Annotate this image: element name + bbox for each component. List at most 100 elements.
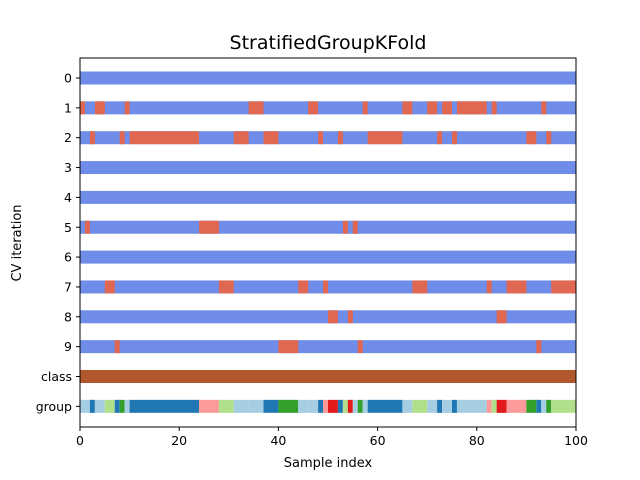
cv-row-1-test-segment-6 — [402, 101, 413, 115]
group-segment-16 — [318, 399, 324, 413]
group-segment-22 — [352, 399, 358, 413]
cv-row-1-test-segment-9 — [456, 101, 487, 115]
cv-row-2-test-segment-4 — [263, 131, 279, 145]
group-segment-28 — [427, 399, 438, 413]
group-segment-23 — [357, 399, 363, 413]
y-tick-label-10: class — [41, 369, 72, 384]
group-segment-26 — [402, 399, 413, 413]
cv-row-8-test-segment-2 — [496, 310, 507, 324]
cv-row-0-train-bar — [80, 71, 576, 85]
chart-title: StratifiedGroupKFold — [230, 32, 427, 54]
group-segment-24 — [362, 399, 368, 413]
cv-row-1-train-bar — [80, 101, 576, 115]
cv-row-2-test-segment-7 — [367, 131, 403, 145]
cv-row-1-test-segment-0 — [80, 101, 85, 115]
group-segment-39 — [541, 399, 547, 413]
cv-row-5-test-segment-3 — [352, 220, 358, 234]
group-segment-19 — [337, 399, 343, 413]
group-segment-4 — [114, 399, 120, 413]
cv-row-9-test-segment-1 — [278, 340, 299, 354]
group-segment-37 — [526, 399, 537, 413]
group-segment-3 — [104, 399, 115, 413]
group-segment-0 — [80, 399, 90, 413]
group-segment-20 — [342, 399, 348, 413]
plot-area — [80, 71, 576, 413]
cv-row-5-test-segment-2 — [342, 220, 348, 234]
group-segment-18 — [328, 399, 338, 413]
cv-row-1-test-segment-11 — [541, 101, 547, 115]
cv-row-5-test-segment-0 — [84, 220, 90, 234]
x-tick-label-5: 100 — [564, 433, 588, 448]
group-segment-11 — [248, 399, 264, 413]
cv-row-2-test-segment-5 — [318, 131, 324, 145]
cv-row-7-test-segment-5 — [486, 280, 492, 294]
y-axis-title: CV iteration — [10, 204, 25, 281]
cv-row-7-test-segment-2 — [298, 280, 309, 294]
y-tick-label-6: 6 — [64, 250, 72, 265]
x-tick-label-4: 80 — [469, 433, 485, 448]
y-tick-label-9: 9 — [64, 339, 72, 354]
cv-row-5-train-bar — [80, 220, 576, 234]
group-segment-14 — [298, 399, 309, 413]
cv-row-9-test-segment-2 — [357, 340, 363, 354]
cv-row-7-test-segment-7 — [551, 280, 576, 294]
group-segment-2 — [94, 399, 105, 413]
group-segment-35 — [496, 399, 507, 413]
group-segment-38 — [536, 399, 542, 413]
x-tick-label-2: 40 — [270, 433, 286, 448]
group-segment-5 — [119, 399, 125, 413]
group-segment-41 — [551, 399, 576, 413]
y-tick-label-7: 7 — [64, 279, 72, 294]
cv-row-2-test-segment-8 — [437, 131, 443, 145]
cv-row-7-test-segment-0 — [104, 280, 115, 294]
x-tick-label-3: 60 — [370, 433, 386, 448]
group-segment-25 — [367, 399, 403, 413]
cv-row-9-test-segment-3 — [536, 340, 542, 354]
cv-row-3-train-bar — [80, 161, 576, 175]
y-tick-label-4: 4 — [64, 190, 72, 205]
group-segment-9 — [218, 399, 234, 413]
cv-row-1-test-segment-7 — [427, 101, 438, 115]
y-tick-label-3: 3 — [64, 160, 72, 175]
group-segment-34 — [491, 399, 497, 413]
y-tick-label-0: 0 — [64, 71, 72, 86]
group-segment-17 — [323, 399, 328, 413]
group-segment-15 — [308, 399, 319, 413]
group-segment-33 — [486, 399, 492, 413]
cv-row-1-test-segment-2 — [124, 101, 130, 115]
cv-row-8-test-segment-0 — [328, 310, 338, 324]
y-axis: 0 1 2 3 4 5 6 7 8 9 class group — [36, 71, 80, 414]
cv-row-6-train-bar — [80, 250, 576, 264]
group-segment-32 — [456, 399, 487, 413]
group-segment-36 — [506, 399, 527, 413]
y-tick-label-8: 8 — [64, 309, 72, 324]
x-axis-title: Sample index — [284, 456, 373, 471]
cv-row-1-test-segment-1 — [94, 101, 105, 115]
group-segment-12 — [263, 399, 279, 413]
cv-row-2-test-segment-2 — [129, 131, 200, 145]
group-segment-27 — [412, 399, 428, 413]
y-tick-label-1: 1 — [64, 100, 72, 115]
cv-row-4-train-bar — [80, 190, 576, 204]
y-tick-label-11: group — [36, 399, 72, 414]
cv-row-8-test-segment-1 — [347, 310, 353, 324]
cv-row-1-test-segment-4 — [308, 101, 319, 115]
cv-row-5-test-segment-1 — [199, 220, 219, 234]
cv-row-2-test-segment-11 — [546, 131, 552, 145]
cv-row-7-test-segment-4 — [412, 280, 428, 294]
cv-row-2-test-segment-10 — [526, 131, 537, 145]
group-segment-7 — [129, 399, 200, 413]
group-segment-8 — [199, 399, 219, 413]
x-tick-label-1: 20 — [171, 433, 187, 448]
cv-row-9-test-segment-0 — [114, 340, 120, 354]
cv-row-7-test-segment-3 — [323, 280, 328, 294]
group-segment-21 — [347, 399, 353, 413]
class-bar-0 — [80, 370, 576, 383]
group-segment-31 — [452, 399, 457, 413]
cv-row-1-test-segment-5 — [362, 101, 368, 115]
cv-row-2-test-segment-3 — [233, 131, 249, 145]
cv-row-7-test-segment-1 — [218, 280, 234, 294]
x-tick-label-0: 0 — [76, 433, 84, 448]
plot-frame — [79, 57, 577, 428]
cv-row-1-test-segment-3 — [248, 101, 264, 115]
